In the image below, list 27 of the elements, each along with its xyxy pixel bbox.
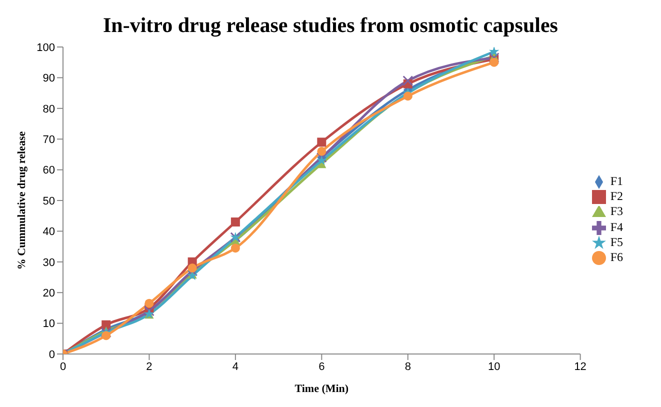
y-tick-label: 30 [42,256,55,269]
y-axis-title: % Cummulative drug release [16,131,28,270]
x-tick-label: 0 [60,360,66,373]
legend-label: F6 [610,250,623,264]
y-tick-label: 0 [48,348,55,361]
y-tick-label: 40 [42,226,55,238]
y-tick-label: 10 [42,318,55,330]
legend-label: F2 [610,189,623,203]
x-tick-label: 8 [404,360,411,373]
chart-title: In-vitro drug release studies from osmotic capsules [102,12,559,39]
x-tick-label: 4 [232,360,238,373]
y-tick-label: 50 [42,195,55,208]
y-tick-label: 90 [42,72,55,85]
x-tick-label: 6 [318,360,325,373]
y-tick-label: 20 [42,288,55,300]
legend-label: F1 [610,174,623,188]
x-axis-title: Time (Min) [294,383,349,395]
y-tick-label: 100 [36,42,55,54]
y-tick-label: 80 [42,103,55,116]
x-tick-label: 10 [488,360,500,373]
x-tick-label: 2 [146,360,152,373]
legend-label: F5 [610,234,623,249]
legend-label: F4 [610,220,623,234]
y-tick-label: 60 [42,164,55,177]
x-tick-label: 12 [574,360,586,373]
y-tick-label: 70 [42,134,55,146]
legend-label: F3 [610,204,623,218]
